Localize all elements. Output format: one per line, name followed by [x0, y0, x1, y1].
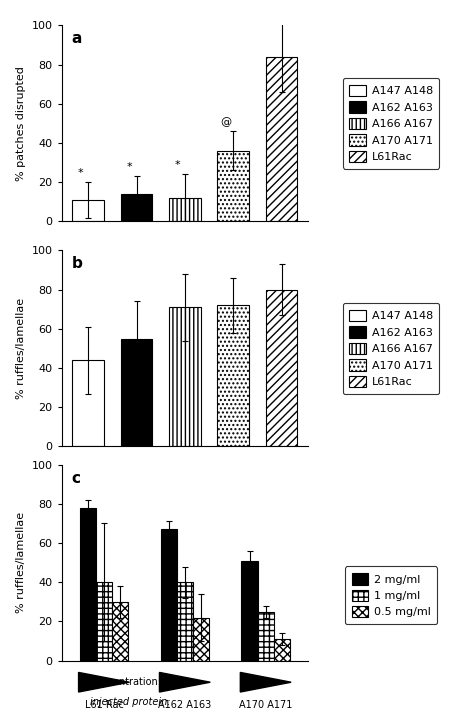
Text: *: *	[175, 160, 181, 171]
Bar	[161, 529, 177, 661]
Text: injected protein:: injected protein:	[90, 697, 171, 707]
Bar	[218, 306, 249, 446]
Text: a: a	[72, 31, 82, 46]
Text: @: @	[220, 118, 231, 127]
Bar	[121, 338, 152, 446]
Polygon shape	[240, 672, 291, 692]
Polygon shape	[79, 672, 129, 692]
Bar	[218, 151, 249, 221]
Bar	[112, 602, 128, 661]
Polygon shape	[159, 672, 210, 692]
Bar	[73, 360, 104, 446]
Bar	[274, 639, 290, 661]
Bar	[266, 57, 297, 221]
Bar	[169, 198, 201, 221]
Y-axis label: % ruffles/lamellae: % ruffles/lamellae	[16, 298, 26, 399]
Text: concentration:: concentration:	[90, 677, 161, 688]
Bar	[121, 194, 152, 221]
Legend: A147 A148, A162 A163, A166 A167, A170 A171, L61Rac: A147 A148, A162 A163, A166 A167, A170 A1…	[343, 303, 439, 393]
Text: A162 A163: A162 A163	[158, 700, 211, 710]
Text: c: c	[72, 470, 81, 486]
Legend: 2 mg/ml, 1 mg/ml, 0.5 mg/ml: 2 mg/ml, 1 mg/ml, 0.5 mg/ml	[345, 566, 438, 624]
Bar	[96, 582, 112, 661]
Text: L61 Rac: L61 Rac	[84, 700, 123, 710]
Bar	[80, 507, 96, 661]
Bar	[177, 582, 193, 661]
Bar	[266, 290, 297, 446]
Bar	[169, 307, 201, 446]
Text: b: b	[72, 256, 82, 272]
Y-axis label: % patches disrupted: % patches disrupted	[16, 66, 26, 181]
Text: A170 A171: A170 A171	[239, 700, 292, 710]
Text: *: *	[78, 168, 84, 179]
Legend: A147 A148, A162 A163, A166 A167, A170 A171, L61Rac: A147 A148, A162 A163, A166 A167, A170 A1…	[343, 78, 439, 168]
Bar	[193, 618, 209, 661]
Bar	[241, 560, 258, 661]
Y-axis label: % ruffles/lamellae: % ruffles/lamellae	[16, 512, 26, 613]
Bar	[258, 611, 274, 661]
Bar	[73, 200, 104, 221]
Text: *: *	[127, 163, 132, 173]
